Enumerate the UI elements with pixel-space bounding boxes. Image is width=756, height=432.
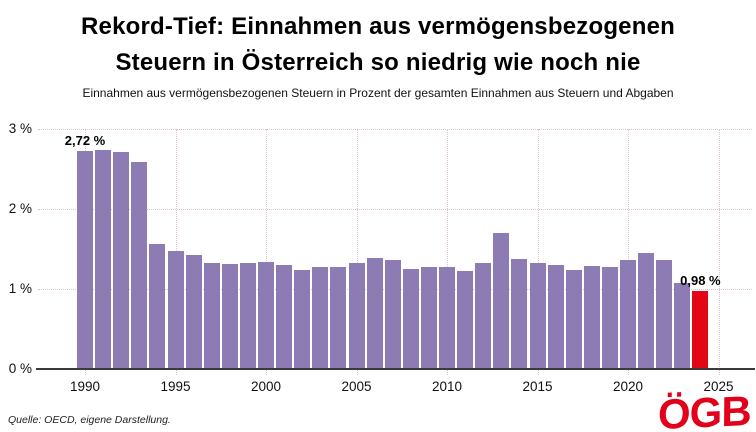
bar-value-label-1990: 2,72 % <box>64 133 106 149</box>
y-tick-label-2pct: 2 % <box>8 201 32 216</box>
x-tick-label-2020: 2020 <box>612 379 644 394</box>
bar-2000 <box>258 261 274 369</box>
bar-1993 <box>131 161 148 369</box>
y-tick-label-1pct: 1 % <box>8 281 32 296</box>
x-tick-label-2025: 2025 <box>703 379 734 394</box>
bar-1994 <box>149 244 166 369</box>
bar-1999 <box>239 262 256 369</box>
gridline-v-2000 <box>266 129 267 375</box>
source-note: Quelle: OECD, eigene Darstellung. <box>8 414 171 426</box>
chart-subtitle: Einnahmen aus vermögensbezogenen Steuern… <box>82 86 674 100</box>
bar-2022 <box>656 260 673 369</box>
bar-2007 <box>384 260 401 369</box>
x-tick-label-2010: 2010 <box>431 379 463 394</box>
bar-1996 <box>185 254 202 369</box>
x-tick-label-2005: 2005 <box>341 379 372 394</box>
bar-2021 <box>638 253 655 369</box>
bar-2016 <box>547 265 564 369</box>
bar-2018 <box>583 265 600 369</box>
bar-2014 <box>511 258 528 369</box>
bar-2024 <box>692 290 709 369</box>
bar-2012 <box>475 263 492 369</box>
y-tick-label-3pct: 3 % <box>8 121 32 136</box>
bar-2015 <box>529 263 546 369</box>
bar-2013 <box>493 233 510 369</box>
bar-2002 <box>294 269 311 369</box>
bar-2009 <box>420 266 437 369</box>
x-axis-line <box>36 368 755 370</box>
y-tick-label-0pct: 0 % <box>8 361 32 376</box>
plot-area: 2,72 % 0,98 % <box>38 129 752 375</box>
bar-2020 <box>620 260 636 369</box>
bar-2008 <box>402 269 419 369</box>
gridline-v-2010 <box>447 129 448 375</box>
bar-1992 <box>113 152 130 369</box>
bar-1995 <box>167 250 184 369</box>
bar-1991 <box>95 149 112 369</box>
bar-1997 <box>203 263 220 369</box>
gridline-v-2020 <box>628 129 629 375</box>
bar-1998 <box>221 264 238 369</box>
bar-2011 <box>457 270 474 369</box>
bar-2010 <box>439 266 455 369</box>
x-tick-label-2000: 2000 <box>250 379 282 394</box>
oegb-logo: ÖGB <box>658 386 752 432</box>
gridline-v-2015 <box>537 129 539 375</box>
gridline-h-2pct <box>38 209 752 210</box>
bar-1990 <box>77 151 93 369</box>
bar-2006 <box>366 257 383 369</box>
x-tick-label-1995: 1995 <box>160 379 191 394</box>
gridline-h-3pct <box>38 129 752 130</box>
bar-2005 <box>348 263 365 369</box>
bar-value-label-2024: 0,98 % <box>680 272 721 288</box>
chart-area: 0 % 1 % 2 % 3 % 2,72 % 0,98 % 1990 1995 2000 20… <box>0 121 756 399</box>
x-tick-label-2015: 2015 <box>522 379 553 394</box>
chart-title-line1: Rekord-Tief: Einnahmen aus vermögensbezo… <box>80 13 675 40</box>
bar-2001 <box>276 265 293 369</box>
bar-2003 <box>312 267 329 369</box>
chart-title-line2: Steuern in Österreich so niedrig wie noc… <box>115 49 641 76</box>
bar-2019 <box>601 267 618 369</box>
bar-2017 <box>565 269 582 369</box>
bar-2004 <box>330 266 347 369</box>
gridline-v-2025 <box>718 129 720 375</box>
bar-2023 <box>674 283 691 369</box>
x-tick-label-1990: 1990 <box>69 379 101 394</box>
gridline-v-2005 <box>356 129 358 375</box>
